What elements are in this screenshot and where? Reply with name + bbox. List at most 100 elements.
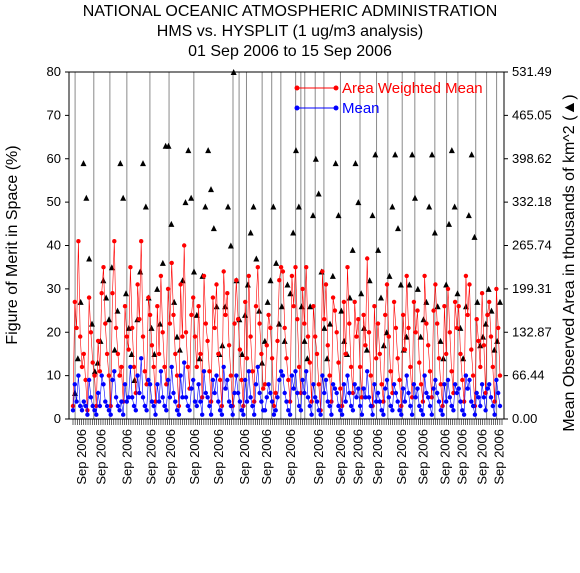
awm-point (86, 295, 92, 300)
mean-point (322, 390, 327, 396)
awm-point (74, 325, 79, 331)
awm-point (79, 364, 85, 370)
awm-point (366, 330, 372, 335)
awm-point (330, 295, 336, 300)
mean-point (174, 408, 180, 413)
legend-awm-marker (333, 85, 339, 91)
mean-point (74, 399, 79, 404)
awm-point (241, 403, 246, 409)
mean-point (226, 399, 232, 404)
mean-point (291, 386, 296, 391)
awm-point (481, 343, 487, 348)
right-tick-label: 398.62 (512, 151, 552, 166)
mean-point (467, 377, 472, 383)
mean-point (183, 395, 189, 400)
mean-point (212, 390, 217, 396)
mean-point (311, 382, 316, 387)
mean-point (182, 360, 187, 365)
area-triangle (372, 151, 379, 158)
mean-point (131, 403, 137, 409)
awm-point (449, 369, 454, 374)
area-triangle (480, 333, 486, 340)
awm-point (110, 291, 115, 296)
mean-point (144, 408, 149, 413)
mean-point (402, 399, 408, 404)
awm-point (83, 377, 88, 383)
mean-point (427, 403, 433, 409)
area-triangle (409, 151, 416, 158)
right-tick-label: 531.49 (512, 64, 552, 79)
mean-point (388, 403, 393, 409)
awm-point (343, 351, 348, 357)
mean-point (329, 412, 334, 417)
area-triangle (83, 194, 90, 201)
area-triangle (380, 342, 387, 349)
mean-point (178, 373, 183, 378)
awm-point (180, 334, 185, 339)
mean-point (121, 412, 126, 417)
awm-point (95, 338, 101, 344)
bottom-axis-ticks (72, 419, 503, 425)
awm-point (427, 369, 433, 374)
mean-point (200, 412, 205, 417)
area-triangle (281, 337, 288, 344)
mean-point (490, 403, 495, 409)
awm-point (386, 334, 391, 339)
area-triangle (392, 151, 399, 158)
area-triangle (295, 203, 302, 210)
awm-point (232, 321, 237, 326)
awm-point (164, 382, 169, 387)
awm-point (92, 373, 97, 378)
awm-point (479, 291, 485, 296)
series-mean (70, 356, 503, 417)
awm-point (289, 273, 295, 279)
awm-point (151, 364, 156, 370)
left-axis-ticks: 0 10 20 30 40 50 60 70 80 (47, 64, 69, 426)
mean-point (106, 408, 112, 413)
awm-point (377, 351, 382, 357)
mean-point (365, 369, 370, 374)
mean-point (252, 412, 257, 417)
awm-point (126, 347, 131, 352)
awm-point (368, 373, 373, 378)
awm-point (101, 265, 106, 270)
mean-point (167, 395, 173, 400)
left-tick-label: 40 (47, 238, 61, 253)
area-triangle (219, 342, 226, 349)
area-triangle (174, 333, 180, 340)
mean-point (207, 403, 212, 409)
awm-point (494, 286, 499, 292)
awm-point (314, 351, 320, 357)
series-area-weighted-mean (70, 239, 503, 413)
area-triangle (298, 303, 305, 310)
mean-point (122, 382, 128, 387)
area-triangle (443, 281, 450, 288)
awm-point (309, 399, 314, 404)
awm-point (406, 325, 411, 331)
mean-point (198, 399, 203, 404)
mean-point (479, 382, 485, 387)
awm-point (488, 334, 494, 339)
awm-point (393, 325, 399, 331)
area-triangle (468, 151, 475, 158)
mean-point (126, 395, 131, 400)
legend-awm-marker (294, 85, 300, 91)
mean-point (420, 412, 426, 417)
legend-mean-label: Mean (342, 100, 380, 117)
mean-point (488, 395, 494, 400)
mean-line (72, 358, 501, 416)
area-triangle (267, 277, 274, 284)
area-triangle (355, 199, 362, 206)
awm-point (295, 317, 300, 322)
mean-point (137, 390, 142, 396)
awm-point (383, 312, 388, 318)
awm-point (235, 317, 241, 322)
area-triangle (208, 186, 214, 193)
awm-point (469, 347, 474, 352)
awm-point (252, 399, 257, 404)
awm-point (400, 312, 406, 318)
awm-point (286, 377, 291, 383)
right-tick-label: 66.44 (512, 368, 545, 383)
area-triangle (264, 298, 271, 305)
area-triangle (457, 324, 464, 331)
